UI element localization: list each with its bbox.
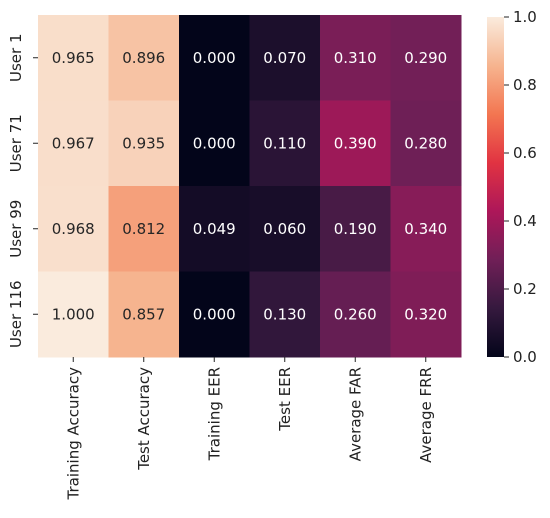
y-axis-tick-labels: User 1 User 71 User 99 User 116 bbox=[7, 33, 38, 348]
heatmap-cell-user-1-training-accuracy bbox=[38, 15, 109, 101]
x-tick-label-average-frr: Average FRR bbox=[417, 367, 435, 463]
heatmap-cell-user-71-training-accuracy bbox=[38, 100, 109, 187]
heatmap-cell-user-116-average-far bbox=[320, 271, 391, 358]
cell-value-label: 0.000 bbox=[193, 134, 236, 152]
heatmap-cell-user-1-test-accuracy bbox=[108, 15, 180, 101]
x-tick-label-test-eer: Test EER bbox=[276, 367, 294, 432]
cell-value-label: 0.190 bbox=[334, 220, 377, 238]
y-tick-label-user-1: User 1 bbox=[7, 33, 25, 82]
cell-value-label: 0.310 bbox=[334, 49, 377, 67]
cell-value-label: 0.049 bbox=[193, 220, 236, 238]
heatmap-cell-user-99-training-eer bbox=[179, 186, 250, 272]
colorbar-tick-label: 0.6 bbox=[513, 144, 537, 162]
heatmap-cell-user-99-average-frr bbox=[390, 186, 462, 272]
x-tick-label-training-accuracy: Training Accuracy bbox=[64, 367, 82, 501]
y-tick-label-user-71: User 71 bbox=[7, 114, 25, 172]
cell-value-label: 0.110 bbox=[263, 134, 306, 152]
heatmap-cell-user-116-average-frr bbox=[390, 271, 462, 358]
cell-value-label: 0.935 bbox=[122, 134, 165, 152]
cell-value-label: 1.000 bbox=[52, 305, 95, 323]
colorbar: 0.0 0.2 0.4 0.6 0.8 1.0 bbox=[487, 8, 537, 366]
cell-value-label: 0.390 bbox=[334, 134, 377, 152]
heatmap-cell-user-71-test-accuracy bbox=[108, 100, 180, 187]
cell-value-label: 0.000 bbox=[193, 305, 236, 323]
cell-value-label: 0.070 bbox=[263, 49, 306, 67]
cell-value-label: 0.060 bbox=[263, 220, 306, 238]
cell-value-label: 0.340 bbox=[404, 220, 447, 238]
heatmap-cell-user-99-test-eer bbox=[249, 186, 321, 272]
cell-value-label: 0.965 bbox=[52, 49, 95, 67]
cell-value-label: 0.290 bbox=[404, 49, 447, 67]
colorbar-gradient bbox=[487, 17, 504, 357]
heatmap-cell-user-1-training-eer bbox=[179, 15, 250, 101]
cell-value-label: 0.320 bbox=[404, 305, 447, 323]
cell-value-label: 0.857 bbox=[122, 305, 165, 323]
heatmap-cell-user-116-training-eer bbox=[179, 271, 250, 358]
x-tick-label-average-far: Average FAR bbox=[346, 367, 364, 461]
colorbar-tick-label: 1.0 bbox=[513, 8, 537, 26]
heatmap-cell-user-71-training-eer bbox=[179, 100, 250, 187]
heatmap-cells: 0.965 0.896 0.000 0.070 0.310 0.290 0.967 0.935… bbox=[38, 15, 462, 358]
cell-value-label: 0.896 bbox=[122, 49, 165, 67]
heatmap-cell-user-1-test-eer bbox=[249, 15, 321, 101]
cell-value-label: 0.968 bbox=[52, 220, 95, 238]
cell-value-label: 0.260 bbox=[334, 305, 377, 323]
heatmap-cell-user-116-test-accuracy bbox=[108, 271, 180, 358]
cell-value-label: 0.000 bbox=[193, 49, 236, 67]
heatmap-cell-user-1-average-frr bbox=[390, 15, 462, 101]
heatmap-cell-user-71-average-frr bbox=[390, 100, 462, 187]
cell-value-label: 0.280 bbox=[404, 134, 447, 152]
x-axis-tick-labels: Training Accuracy Test Accuracy Training E… bbox=[64, 357, 435, 500]
x-tick-label-training-eer: Training EER bbox=[205, 367, 223, 461]
heatmap-cell-user-116-training-accuracy bbox=[38, 271, 109, 358]
heatmap-cell-user-116-test-eer bbox=[249, 271, 321, 358]
colorbar-tick-label: 0.8 bbox=[513, 76, 537, 94]
heatmap-cell-user-99-test-accuracy bbox=[108, 186, 180, 272]
heatmap-cell-user-99-average-far bbox=[320, 186, 391, 272]
heatmap-cell-user-71-test-eer bbox=[249, 100, 321, 187]
y-tick-label-user-99: User 99 bbox=[7, 200, 25, 258]
heatmap-cell-user-1-average-far bbox=[320, 15, 391, 101]
heatmap-cell-user-71-average-far bbox=[320, 100, 391, 187]
colorbar-tick-label: 0.4 bbox=[513, 212, 537, 230]
colorbar-tick-label: 0.0 bbox=[513, 348, 537, 366]
heatmap-cell-user-99-training-accuracy bbox=[38, 186, 109, 272]
cell-value-label: 0.967 bbox=[52, 134, 95, 152]
x-tick-label-test-accuracy: Test Accuracy bbox=[135, 367, 153, 471]
colorbar-tick-label: 0.2 bbox=[513, 280, 537, 298]
y-tick-label-user-116: User 116 bbox=[7, 280, 25, 348]
cell-value-label: 0.812 bbox=[122, 220, 165, 238]
cell-value-label: 0.130 bbox=[263, 305, 306, 323]
